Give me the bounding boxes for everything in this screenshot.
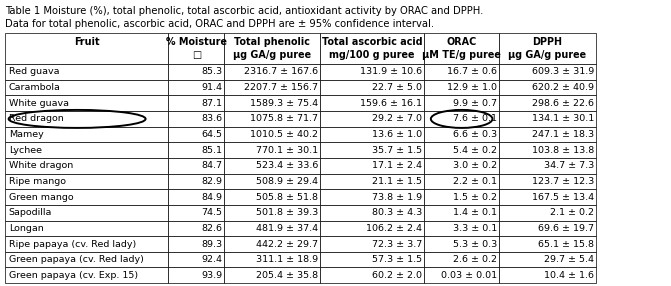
Text: 2.2 ± 0.1: 2.2 ± 0.1 [453,177,497,186]
Text: 481.9 ± 37.4: 481.9 ± 37.4 [256,224,318,233]
Text: 92.4: 92.4 [201,255,222,264]
Text: 65.1 ± 15.8: 65.1 ± 15.8 [538,240,594,249]
Text: 2316.7 ± 167.6: 2316.7 ± 167.6 [244,67,318,76]
Text: Green papaya (cv. Exp. 15): Green papaya (cv. Exp. 15) [9,271,138,280]
Text: □: □ [192,50,201,60]
Text: 1.5 ± 0.2: 1.5 ± 0.2 [453,192,497,202]
Text: 84.9: 84.9 [201,192,222,202]
Text: 29.2 ± 7.0: 29.2 ± 7.0 [372,114,422,124]
Text: 311.1 ± 18.9: 311.1 ± 18.9 [256,255,318,264]
Text: White guava: White guava [9,99,68,108]
Text: 2207.7 ± 156.7: 2207.7 ± 156.7 [244,83,318,92]
Text: 620.2 ± 40.9: 620.2 ± 40.9 [532,83,594,92]
Text: 84.7: 84.7 [201,161,222,170]
Text: 1075.8 ± 71.7: 1075.8 ± 71.7 [250,114,318,124]
Text: 82.9: 82.9 [201,177,222,186]
Text: 73.8 ± 1.9: 73.8 ± 1.9 [372,192,422,202]
Text: 508.9 ± 29.4: 508.9 ± 29.4 [256,177,318,186]
Text: Green mango: Green mango [9,192,73,202]
Text: 57.3 ± 1.5: 57.3 ± 1.5 [372,255,422,264]
Text: 89.3: 89.3 [201,240,222,249]
Text: 13.6 ± 1.0: 13.6 ± 1.0 [372,130,422,139]
Text: 83.6: 83.6 [201,114,222,124]
Text: Red dragon: Red dragon [9,114,64,124]
Text: 93.9: 93.9 [201,271,222,280]
Text: μg GA/g puree: μg GA/g puree [233,50,311,60]
Text: 74.5: 74.5 [201,208,222,217]
Text: 22.7 ± 5.0: 22.7 ± 5.0 [372,83,422,92]
Text: Data for total phenolic, ascorbic acid, ORAC and DPPH are ± 95% confidence inter: Data for total phenolic, ascorbic acid, … [5,19,435,29]
Text: 87.1: 87.1 [201,99,222,108]
Text: 91.4: 91.4 [201,83,222,92]
Text: 167.5 ± 13.4: 167.5 ± 13.4 [531,192,594,202]
Text: ORAC: ORAC [446,37,477,47]
Text: 64.5: 64.5 [201,130,222,139]
Text: 6.6 ± 0.3: 6.6 ± 0.3 [453,130,497,139]
Text: 69.6 ± 19.7: 69.6 ± 19.7 [538,224,594,233]
Text: 123.7 ± 12.3: 123.7 ± 12.3 [531,177,594,186]
Text: 247.1 ± 18.3: 247.1 ± 18.3 [531,130,594,139]
Text: 85.1: 85.1 [201,146,222,155]
Text: 5.3 ± 0.3: 5.3 ± 0.3 [453,240,497,249]
Text: 1.4 ± 0.1: 1.4 ± 0.1 [453,208,497,217]
Text: Sapodilla: Sapodilla [9,208,52,217]
Text: 85.3: 85.3 [201,67,222,76]
Text: mg/100 g puree: mg/100 g puree [329,50,415,60]
Text: 505.8 ± 51.8: 505.8 ± 51.8 [256,192,318,202]
Text: 1589.3 ± 75.4: 1589.3 ± 75.4 [250,99,318,108]
Text: 34.7 ± 7.3: 34.7 ± 7.3 [544,161,594,170]
Text: 7.6 ± 0.1: 7.6 ± 0.1 [453,114,497,124]
Text: μg GA/g puree: μg GA/g puree [509,50,586,60]
Text: Longan: Longan [9,224,44,233]
Text: 72.3 ± 3.7: 72.3 ± 3.7 [372,240,422,249]
Text: 82.6: 82.6 [201,224,222,233]
Text: 80.3 ± 4.3: 80.3 ± 4.3 [372,208,422,217]
Text: Table 1 Moisture (%), total phenolic, total ascorbic acid, antioxidant activity : Table 1 Moisture (%), total phenolic, to… [5,6,484,16]
Text: 501.8 ± 39.3: 501.8 ± 39.3 [256,208,318,217]
Text: 21.1 ± 1.5: 21.1 ± 1.5 [372,177,422,186]
Text: 10.4 ± 1.6: 10.4 ± 1.6 [544,271,594,280]
Text: 159.6 ± 16.1: 159.6 ± 16.1 [360,99,422,108]
Text: 298.6 ± 22.6: 298.6 ± 22.6 [532,99,594,108]
Text: Ripe papaya (cv. Red lady): Ripe papaya (cv. Red lady) [9,240,136,249]
Text: 131.9 ± 10.6: 131.9 ± 10.6 [360,67,422,76]
Text: 770.1 ± 30.1: 770.1 ± 30.1 [256,146,318,155]
Text: 523.4 ± 33.6: 523.4 ± 33.6 [256,161,318,170]
Text: Green papaya (cv. Red lady): Green papaya (cv. Red lady) [9,255,144,264]
Text: 17.1 ± 2.4: 17.1 ± 2.4 [372,161,422,170]
Text: White dragon: White dragon [9,161,73,170]
Text: Total phenolic: Total phenolic [234,37,310,47]
Text: Ripe mango: Ripe mango [9,177,66,186]
Text: 442.2 ± 29.7: 442.2 ± 29.7 [256,240,318,249]
Text: 609.3 ± 31.9: 609.3 ± 31.9 [531,67,594,76]
Text: 2.1 ± 0.2: 2.1 ± 0.2 [550,208,594,217]
Text: Mamey: Mamey [9,130,44,139]
Text: 12.9 ± 1.0: 12.9 ± 1.0 [447,83,497,92]
Text: 0.03 ± 0.01: 0.03 ± 0.01 [441,271,497,280]
Text: DPPH: DPPH [533,37,562,47]
Text: 60.2 ± 2.0: 60.2 ± 2.0 [372,271,422,280]
Text: μM TE/g puree: μM TE/g puree [422,50,501,60]
Text: 5.4 ± 0.2: 5.4 ± 0.2 [453,146,497,155]
Text: 2.6 ± 0.2: 2.6 ± 0.2 [453,255,497,264]
Text: Fruit: Fruit [74,37,100,47]
Text: 134.1 ± 30.1: 134.1 ± 30.1 [531,114,594,124]
Text: 9.9 ± 0.7: 9.9 ± 0.7 [453,99,497,108]
Text: 29.7 ± 5.4: 29.7 ± 5.4 [544,255,594,264]
Text: 3.3 ± 0.1: 3.3 ± 0.1 [453,224,497,233]
Text: Carambola: Carambola [9,83,60,92]
Text: 205.4 ± 35.8: 205.4 ± 35.8 [256,271,318,280]
Text: 103.8 ± 13.8: 103.8 ± 13.8 [531,146,594,155]
Text: % Moisture: % Moisture [166,37,227,47]
Text: 106.2 ± 2.4: 106.2 ± 2.4 [366,224,422,233]
Text: Red guava: Red guava [9,67,59,76]
Text: Total ascorbic acid: Total ascorbic acid [322,37,422,47]
Text: Lychee: Lychee [9,146,42,155]
Text: 35.7 ± 1.5: 35.7 ± 1.5 [372,146,422,155]
Text: 3.0 ± 0.2: 3.0 ± 0.2 [453,161,497,170]
Text: 1010.5 ± 40.2: 1010.5 ± 40.2 [250,130,318,139]
Text: 16.7 ± 0.6: 16.7 ± 0.6 [447,67,497,76]
